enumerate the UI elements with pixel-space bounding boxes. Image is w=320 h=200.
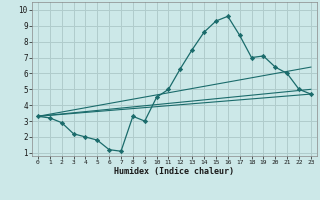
- X-axis label: Humidex (Indice chaleur): Humidex (Indice chaleur): [115, 167, 234, 176]
